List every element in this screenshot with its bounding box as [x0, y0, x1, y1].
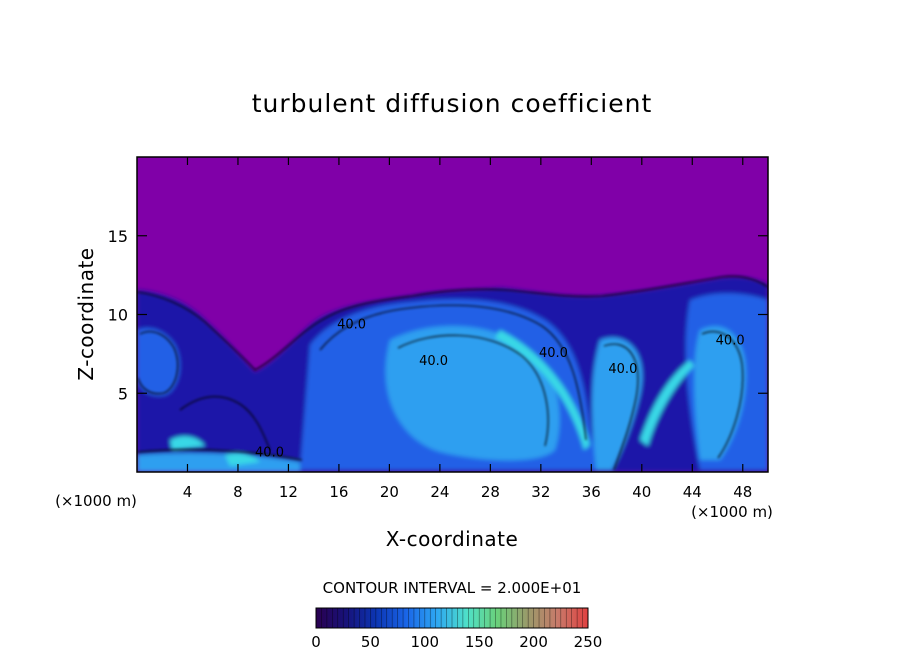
contour-interval-label: CONTOUR INTERVAL = 2.000E+01 — [323, 579, 582, 597]
x-unit-right: (×1000 m) — [691, 503, 773, 521]
x-axis: 4 8 12 16 20 24 28 32 36 40 44 48 — [183, 157, 752, 501]
contour-label: 40.0 — [337, 318, 366, 333]
contour-line — [137, 449, 303, 461]
contour-line — [137, 331, 179, 395]
y-tick-label: 15 — [108, 227, 128, 246]
colorbar-tick-label: 50 — [361, 633, 380, 651]
x-unit-left: (×1000 m) — [55, 492, 137, 510]
heatmap-field: 40.0 40.0 40.0 40.0 40.0 40.0 — [137, 157, 768, 472]
x-tick-label: 48 — [733, 483, 752, 501]
contour-label: 40.0 — [608, 362, 637, 377]
x-axis-label: X-coordinate — [386, 527, 519, 551]
contour-line — [603, 343, 639, 471]
x-tick-label: 20 — [380, 483, 399, 501]
contour-line — [319, 304, 587, 441]
y-tick-label: 10 — [108, 306, 128, 325]
colorbar-tick-label: 200 — [519, 633, 548, 651]
contour-line — [397, 334, 549, 447]
colorbar-tick-label: 0 — [311, 633, 321, 651]
x-tick-label: 12 — [279, 483, 298, 501]
colorbar-frame — [315, 607, 589, 629]
field-light-blue-region — [137, 326, 746, 472]
contour-line — [701, 331, 744, 459]
contour-label: 40.0 — [255, 445, 284, 460]
x-tick-label: 28 — [481, 483, 500, 501]
x-tick-label: 8 — [233, 483, 243, 501]
y-axis-label: Z-coordinate — [74, 247, 98, 380]
y-axis: 5 10 15 — [108, 227, 768, 403]
x-tick-label: 24 — [430, 483, 449, 501]
x-tick-label: 40 — [632, 483, 651, 501]
contour-lines — [137, 275, 768, 471]
contour-line — [179, 396, 271, 451]
x-tick-label: 4 — [183, 483, 193, 501]
x-tick-label: 44 — [683, 483, 702, 501]
contour-label: 40.0 — [419, 354, 448, 369]
x-tick-label: 36 — [582, 483, 601, 501]
contour-line — [137, 275, 768, 371]
x-tick-label: 16 — [329, 483, 348, 501]
chart-title: turbulent diffusion coefficient — [252, 89, 653, 118]
colorbar: 0 50 100 150 200 250 — [311, 607, 603, 651]
contour-label: 40.0 — [539, 346, 568, 361]
x-tick-label: 32 — [531, 483, 550, 501]
y-tick-label: 5 — [118, 384, 128, 403]
colorbar-tick-label: 100 — [410, 633, 439, 651]
contour-label: 40.0 — [716, 333, 745, 348]
colorbar-tick-label: 250 — [574, 633, 603, 651]
colorbar-tick-label: 150 — [465, 633, 494, 651]
